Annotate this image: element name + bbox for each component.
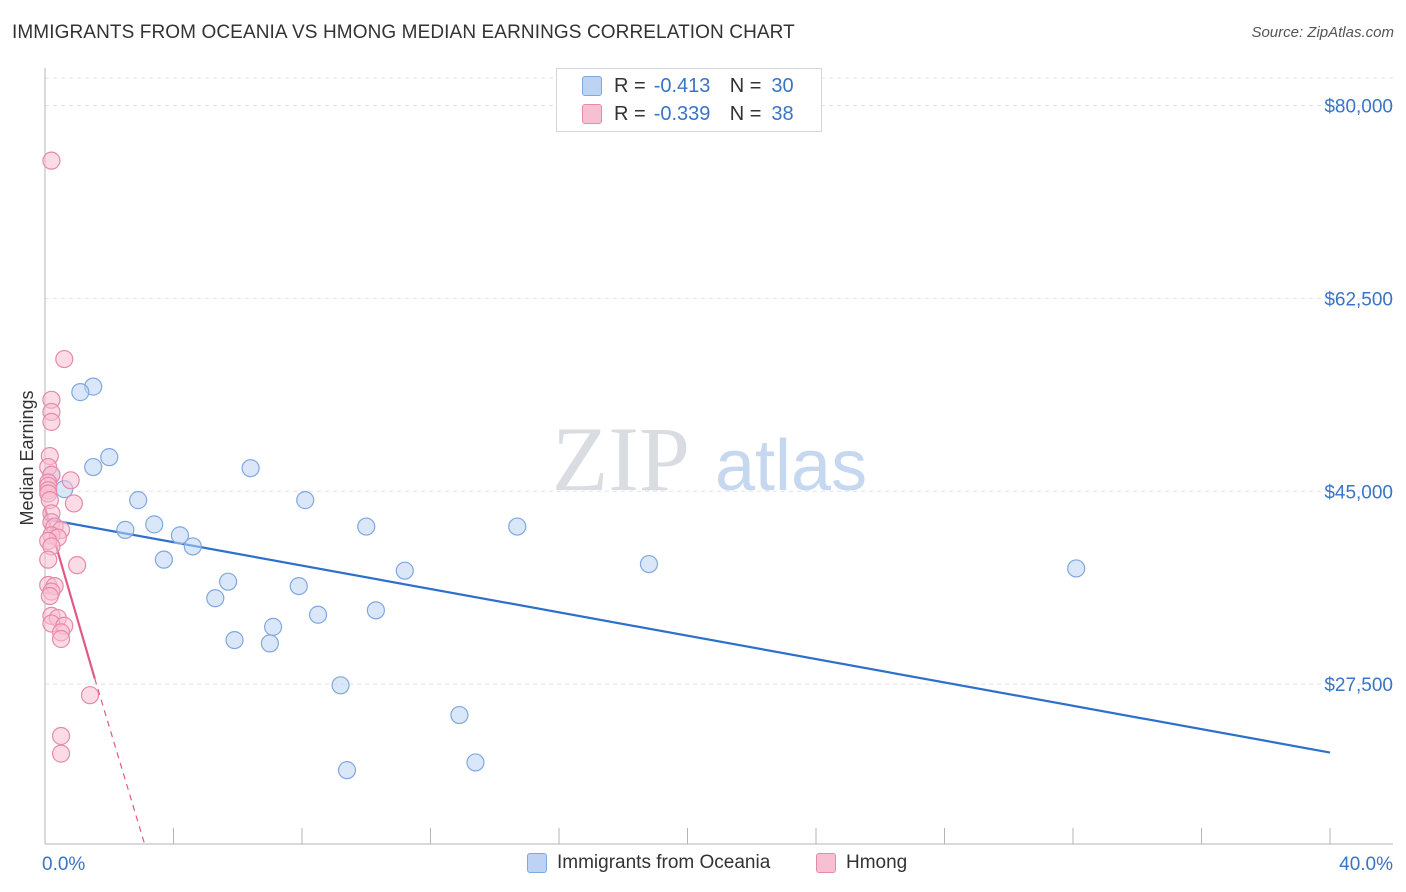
chart-title: IMMIGRANTS FROM OCEANIA VS HMONG MEDIAN … [12, 22, 795, 43]
data-point-blue [219, 572, 238, 591]
bottom-legend-label: Immigrants from Oceania [557, 852, 771, 873]
legend-r-value: -0.413 [653, 74, 711, 97]
y-tick-label: $62,500 [1324, 289, 1393, 310]
data-point-blue [170, 526, 190, 545]
bottom-legend-swatch-blue [527, 853, 547, 873]
x-tick-label-min: 0.0% [42, 854, 85, 875]
legend-row-hmong: R = -0.339 N = 38 [557, 101, 794, 127]
legend-row-oceania: R = -0.413 N = 30 [557, 73, 794, 99]
data-point-blue [1067, 559, 1086, 578]
data-point-pink [42, 412, 61, 431]
data-point-blue [129, 491, 148, 510]
y-axis-labels: $80,000 $62,500 $45,000 $27,500 [1324, 97, 1393, 697]
trend-line-blue [44, 517, 1331, 754]
data-point-pink [68, 556, 87, 575]
data-point-blue [116, 520, 135, 539]
data-point-pink [40, 586, 59, 606]
data-point-blue [154, 550, 173, 569]
y-tick-label: $80,000 [1324, 97, 1393, 118]
watermark-atlas: atlas [715, 426, 867, 506]
data-point-blue [100, 448, 119, 467]
data-point-blue [296, 491, 315, 510]
legend-n-label: N = [729, 74, 762, 97]
bottom-legend-oceania: Immigrants from Oceania [527, 852, 770, 874]
data-point-blue [289, 576, 308, 596]
data-point-pink [61, 471, 80, 490]
data-point-pink [42, 151, 61, 170]
data-point-blue [260, 634, 279, 653]
data-point-pink [51, 744, 71, 763]
legend-swatch-pink [582, 104, 602, 124]
correlation-legend: R = -0.413 N = 30 R = -0.339 N = 38 [556, 68, 822, 132]
data-points [39, 151, 1086, 780]
legend-swatch-blue [582, 76, 602, 96]
data-point-pink [55, 349, 74, 369]
trend-line-extension-pink [94, 678, 146, 845]
y-tick-label: $45,000 [1324, 482, 1393, 503]
data-point-pink [80, 686, 100, 705]
legend-r-label: R = [614, 74, 646, 97]
trend-lines [43, 507, 1331, 845]
legend-r-value: -0.339 [653, 102, 711, 125]
data-point-pink [51, 629, 71, 649]
watermark: ZIP atlas [552, 408, 867, 510]
x-axis-labels: 0.0% 40.0% [42, 854, 1393, 875]
data-point-blue [225, 631, 244, 650]
data-point-blue [145, 515, 164, 534]
legend-n-label: N = [729, 102, 762, 125]
data-point-blue [206, 589, 225, 608]
data-point-blue [357, 517, 376, 536]
data-point-pink [64, 494, 84, 513]
legend-n-value: 30 [771, 74, 794, 97]
data-point-blue [263, 617, 283, 636]
data-point-blue [508, 517, 527, 536]
data-point-blue [241, 459, 260, 478]
bottom-legend-hmong: Hmong [816, 852, 907, 874]
y-tick-label: $27,500 [1324, 675, 1393, 696]
data-point-pink [39, 550, 58, 569]
data-point-blue [395, 561, 414, 580]
data-point-blue [639, 554, 659, 574]
bottom-legend-swatch-pink [816, 853, 836, 873]
data-point-blue [183, 537, 202, 556]
data-point-blue [308, 605, 328, 624]
data-point-blue [466, 753, 485, 772]
bottom-legend-label: Hmong [846, 852, 908, 873]
legend-r-label: R = [614, 102, 646, 125]
data-point-blue [337, 761, 357, 780]
data-point-blue [84, 457, 103, 477]
source-label: Source: ZipAtlas.com [1251, 24, 1394, 41]
legend-n-value: 38 [771, 102, 794, 125]
x-tick-label-max: 40.0% [1339, 854, 1393, 875]
data-point-pink [51, 726, 71, 746]
y-axis-title: Median Earnings [17, 390, 37, 525]
data-point-blue [71, 383, 90, 402]
data-point-blue [450, 705, 469, 725]
data-point-blue [366, 601, 385, 620]
gridlines [45, 77, 1393, 685]
data-point-blue [331, 676, 350, 695]
watermark-zip: ZIP [552, 408, 690, 510]
